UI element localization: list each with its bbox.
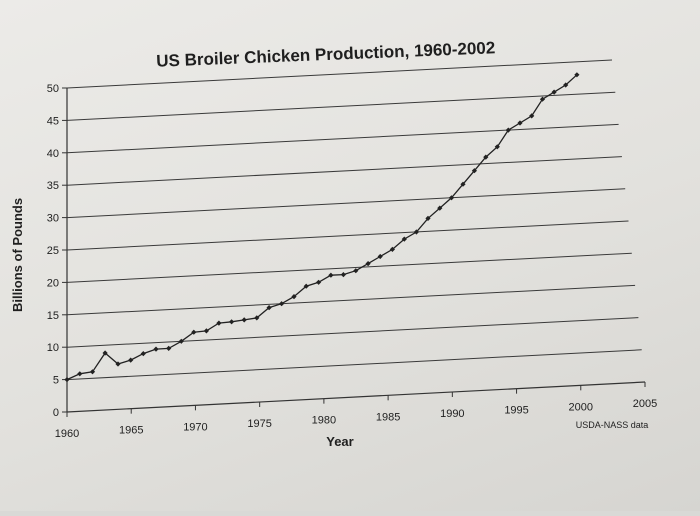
- grid-lines: [66, 59, 642, 381]
- data-point-1991: [448, 195, 455, 201]
- x-tick-label-1985: 1985: [376, 411, 400, 423]
- data-point-1989: [425, 215, 431, 221]
- data-point-1965: [128, 357, 134, 363]
- data-point-1972: [216, 320, 222, 326]
- data-point-1986: [389, 246, 395, 252]
- chart-title: US Broiler Chicken Production, 1960-2002: [156, 38, 496, 71]
- data-point-2001: [563, 82, 569, 88]
- data-point-1971: [203, 328, 209, 334]
- data-point-1997: [517, 120, 523, 126]
- data-point-1964: [115, 361, 121, 367]
- y-tick-label-25: 25: [47, 245, 59, 257]
- y-tick-label-15: 15: [47, 310, 59, 322]
- data-point-1990: [437, 205, 443, 211]
- data-point-1980: [316, 279, 322, 285]
- data-point-1966: [140, 351, 146, 357]
- data-point-1987: [401, 236, 407, 242]
- gridline-y-30: [66, 188, 626, 219]
- y-tick-label-30: 30: [47, 213, 59, 225]
- data-point-1998: [529, 113, 535, 119]
- y-tick-label-5: 5: [53, 375, 59, 387]
- data-point-1992: [460, 181, 466, 187]
- data-point-1978: [291, 294, 297, 300]
- data-point-1994: [483, 154, 489, 160]
- axes: 0 5 10 15 20 25 30 35 40 45 50 1960 1965 1970 1975 1980…: [47, 83, 657, 440]
- x-tick-label-1980: 1980: [312, 415, 336, 427]
- data-series: [64, 72, 580, 383]
- gridline-y-20: [66, 252, 632, 283]
- x-tick-label-1960: 1960: [55, 428, 79, 440]
- gridline-y-5: [66, 349, 642, 381]
- x-tick-label-2005: 2005: [633, 398, 657, 410]
- data-point-1979: [303, 283, 309, 289]
- y-tick-label-35: 35: [47, 180, 59, 192]
- data-point-1976: [266, 305, 272, 311]
- data-point-1993: [471, 168, 477, 174]
- y-tick-label-40: 40: [47, 148, 59, 160]
- data-point-1981: [328, 272, 334, 278]
- data-point-1996: [505, 127, 511, 133]
- data-point-2000: [551, 89, 557, 95]
- data-point-1969: [178, 338, 184, 344]
- data-point-1963: [102, 350, 108, 356]
- gridline-y-40: [66, 123, 619, 154]
- x-axis-line: [66, 381, 646, 413]
- x-tick-label-2000: 2000: [569, 401, 593, 413]
- data-point-1977: [279, 301, 285, 307]
- data-point-1982: [340, 272, 346, 278]
- data-point-1973: [229, 319, 235, 325]
- y-tick-label-20: 20: [47, 277, 59, 289]
- x-tick-label-1990: 1990: [440, 408, 464, 420]
- y-axis-label: Billions of Pounds: [10, 198, 25, 312]
- data-point-2002: [574, 72, 580, 78]
- gridline-y-10: [66, 317, 639, 348]
- y-tick-label-10: 10: [47, 342, 59, 354]
- x-tick-label-1970: 1970: [183, 421, 207, 433]
- data-point-1970: [191, 329, 197, 335]
- gridline-y-45: [66, 91, 616, 121]
- data-point-1983: [353, 268, 359, 274]
- gridline-y-35: [66, 156, 622, 186]
- x-tick-label-1965: 1965: [119, 425, 143, 437]
- data-point-1985: [377, 253, 383, 260]
- x-tick-label-1995: 1995: [504, 405, 528, 417]
- gridline-y-25: [66, 220, 629, 251]
- y-tick-label-0: 0: [53, 407, 59, 419]
- data-point-1960: [64, 377, 70, 383]
- y-tick-label-45: 45: [47, 115, 59, 127]
- data-point-1984: [365, 261, 371, 267]
- data-point-1975: [254, 315, 260, 321]
- data-point-1988: [413, 229, 419, 235]
- data-point-1974: [241, 317, 247, 323]
- data-point-1999: [539, 96, 546, 102]
- data-point-1968: [166, 345, 172, 351]
- gridline-y-15: [66, 284, 636, 316]
- gridline-y-50: [66, 59, 613, 89]
- data-point-1961: [77, 371, 83, 377]
- data-point-1962: [89, 369, 96, 375]
- data-point-1967: [153, 346, 159, 352]
- data-point-1995: [494, 144, 500, 150]
- x-axis-label: Year: [326, 434, 353, 449]
- source-note: USDA-NASS data: [576, 420, 649, 430]
- y-tick-label-50: 50: [47, 83, 59, 95]
- x-tick-label-1975: 1975: [247, 418, 271, 430]
